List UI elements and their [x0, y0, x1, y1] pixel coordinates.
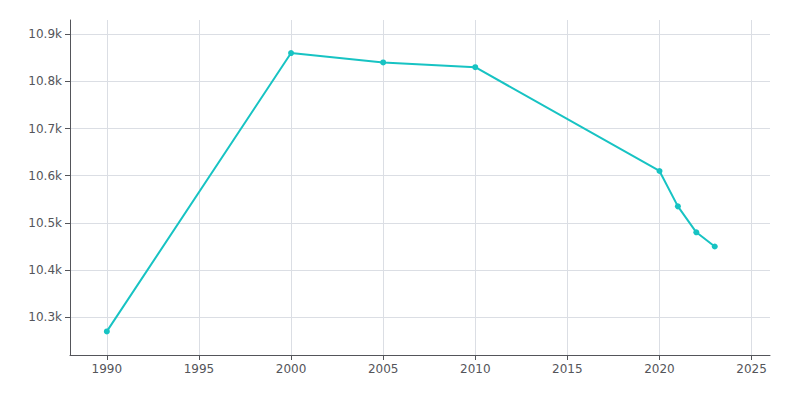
svg-text:10.6k: 10.6k	[28, 169, 62, 183]
svg-text:1995: 1995	[184, 362, 215, 376]
svg-text:10.5k: 10.5k	[28, 216, 62, 230]
svg-text:10.7k: 10.7k	[28, 122, 62, 136]
svg-text:2020: 2020	[644, 362, 675, 376]
svg-text:10.4k: 10.4k	[28, 263, 62, 277]
svg-text:1990: 1990	[92, 362, 123, 376]
svg-text:10.3k: 10.3k	[28, 310, 62, 324]
svg-text:2010: 2010	[460, 362, 491, 376]
svg-text:10.8k: 10.8k	[28, 74, 62, 88]
svg-text:10.9k: 10.9k	[28, 27, 62, 41]
svg-text:2005: 2005	[368, 362, 399, 376]
svg-text:2025: 2025	[736, 362, 767, 376]
svg-text:2015: 2015	[552, 362, 583, 376]
svg-text:2000: 2000	[276, 362, 307, 376]
